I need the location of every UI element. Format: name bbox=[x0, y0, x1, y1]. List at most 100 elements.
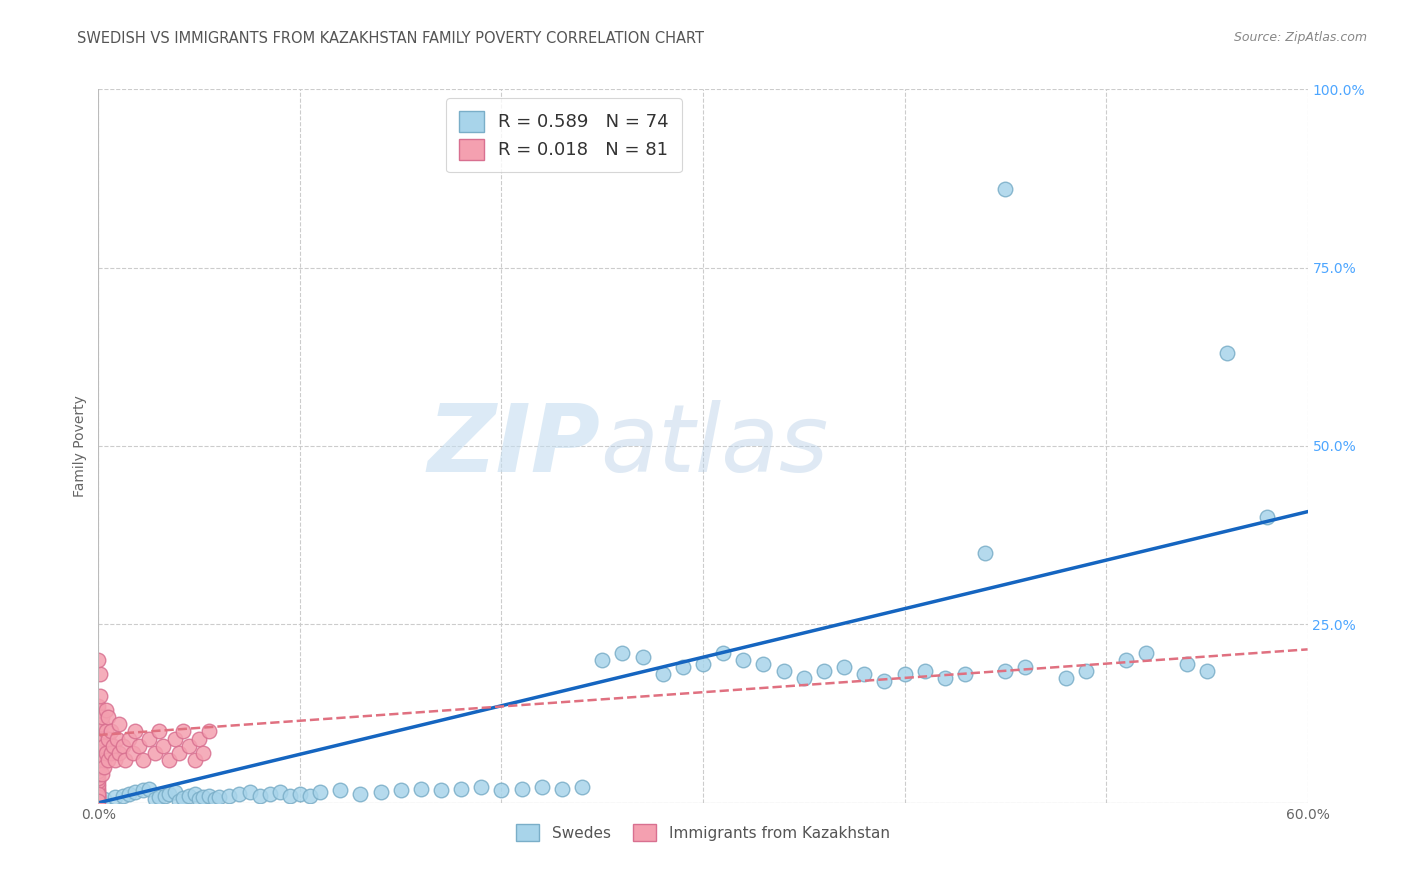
Point bbox=[188, 731, 211, 746]
Point bbox=[143, 792, 166, 806]
Point bbox=[167, 794, 190, 808]
Point bbox=[93, 739, 115, 753]
Point bbox=[994, 664, 1017, 678]
Point bbox=[89, 724, 111, 739]
Point bbox=[163, 785, 186, 799]
Point bbox=[631, 649, 654, 664]
Point bbox=[228, 787, 250, 801]
Point bbox=[89, 731, 111, 746]
Point bbox=[299, 789, 322, 803]
Point bbox=[752, 657, 775, 671]
Point bbox=[772, 664, 794, 678]
Point bbox=[87, 785, 110, 799]
Point bbox=[193, 746, 215, 760]
Point bbox=[87, 706, 110, 721]
Point bbox=[96, 746, 118, 760]
Point bbox=[179, 739, 201, 753]
Point bbox=[93, 792, 115, 806]
Point bbox=[96, 703, 118, 717]
Point bbox=[87, 724, 110, 739]
Point bbox=[309, 785, 332, 799]
Point bbox=[198, 789, 221, 803]
Point bbox=[87, 753, 110, 767]
Point bbox=[672, 660, 695, 674]
Point bbox=[132, 783, 155, 797]
Point bbox=[853, 667, 876, 681]
Point bbox=[138, 781, 160, 796]
Point bbox=[103, 790, 125, 805]
Point bbox=[87, 756, 110, 771]
Point bbox=[259, 787, 281, 801]
Point bbox=[107, 746, 129, 760]
Point bbox=[87, 749, 110, 764]
Point bbox=[128, 739, 150, 753]
Point bbox=[91, 717, 114, 731]
Point bbox=[1216, 346, 1239, 360]
Point bbox=[389, 783, 412, 797]
Point bbox=[152, 739, 174, 753]
Legend: Swedes, Immigrants from Kazakhstan: Swedes, Immigrants from Kazakhstan bbox=[509, 817, 897, 848]
Point bbox=[1195, 664, 1218, 678]
Point bbox=[974, 546, 997, 560]
Point bbox=[1014, 660, 1036, 674]
Point bbox=[87, 781, 110, 796]
Point bbox=[188, 792, 211, 806]
Point bbox=[100, 746, 122, 760]
Point bbox=[87, 703, 110, 717]
Point bbox=[430, 783, 453, 797]
Point bbox=[111, 739, 134, 753]
Point bbox=[184, 753, 207, 767]
Point bbox=[89, 739, 111, 753]
Point bbox=[1054, 671, 1077, 685]
Point bbox=[239, 785, 262, 799]
Point bbox=[157, 753, 180, 767]
Point bbox=[813, 664, 835, 678]
Point bbox=[153, 789, 176, 803]
Point bbox=[87, 714, 110, 728]
Point bbox=[107, 717, 129, 731]
Point bbox=[409, 781, 432, 796]
Point bbox=[711, 646, 734, 660]
Point bbox=[793, 671, 815, 685]
Point bbox=[118, 731, 141, 746]
Point bbox=[249, 789, 271, 803]
Text: Source: ZipAtlas.com: Source: ZipAtlas.com bbox=[1233, 31, 1367, 45]
Point bbox=[105, 731, 128, 746]
Point bbox=[91, 710, 114, 724]
Point bbox=[100, 724, 122, 739]
Point bbox=[87, 771, 110, 785]
Point bbox=[143, 746, 166, 760]
Point bbox=[953, 667, 976, 681]
Point bbox=[124, 785, 146, 799]
Point bbox=[148, 724, 170, 739]
Point bbox=[87, 699, 110, 714]
Point bbox=[132, 753, 155, 767]
Point bbox=[893, 667, 915, 681]
Point bbox=[1115, 653, 1137, 667]
Point bbox=[163, 731, 186, 746]
Point bbox=[551, 781, 574, 796]
Point bbox=[87, 790, 110, 805]
Point bbox=[87, 742, 110, 756]
Point bbox=[278, 789, 301, 803]
Point bbox=[349, 787, 371, 801]
Point bbox=[103, 753, 125, 767]
Point bbox=[87, 739, 110, 753]
Point bbox=[93, 760, 115, 774]
Point bbox=[204, 792, 226, 806]
Point bbox=[832, 660, 855, 674]
Point bbox=[91, 746, 114, 760]
Point bbox=[87, 717, 110, 731]
Point bbox=[96, 724, 118, 739]
Point bbox=[87, 789, 110, 803]
Point bbox=[934, 671, 956, 685]
Point bbox=[118, 787, 141, 801]
Point bbox=[193, 790, 215, 805]
Point bbox=[91, 767, 114, 781]
Point bbox=[87, 721, 110, 735]
Point bbox=[89, 689, 111, 703]
Point bbox=[87, 760, 110, 774]
Point bbox=[87, 653, 110, 667]
Point bbox=[89, 710, 111, 724]
Point bbox=[114, 753, 136, 767]
